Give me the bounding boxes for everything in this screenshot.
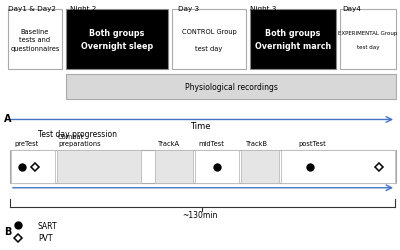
Bar (57, 151, 141, 183)
Text: midTest: midTest (198, 140, 224, 146)
Text: TrackB: TrackB (246, 140, 268, 146)
Text: preTest: preTest (14, 140, 38, 146)
Text: Baseline
tests and
questionnaires: Baseline tests and questionnaires (10, 28, 60, 52)
Text: Both groups
Overnight sleep: Both groups Overnight sleep (81, 29, 153, 51)
Text: Time: Time (190, 122, 210, 131)
Text: Combat
preparations: Combat preparations (58, 133, 101, 146)
Text: ~130min: ~130min (182, 210, 217, 220)
Text: Day4: Day4 (342, 6, 361, 12)
Text: postTest: postTest (298, 140, 326, 146)
Bar (241, 151, 279, 183)
Text: Day 3: Day 3 (178, 6, 199, 12)
Bar (11, 151, 55, 183)
Bar (66, 10, 168, 70)
Bar (250, 10, 336, 70)
Bar (281, 151, 395, 183)
Text: Night 2: Night 2 (70, 6, 96, 12)
Bar (172, 10, 246, 70)
Text: A: A (4, 114, 12, 124)
Text: EXPERIMENTAL Group

test day: EXPERIMENTAL Group test day (338, 30, 398, 50)
Text: Test day progression: Test day progression (38, 130, 117, 139)
Bar (155, 151, 193, 183)
Bar (340, 10, 396, 70)
Text: SART: SART (38, 221, 58, 230)
Bar (8, 10, 62, 70)
Text: PVT: PVT (38, 234, 52, 242)
Text: Both groups
Overnight march: Both groups Overnight march (255, 29, 331, 51)
Text: Physiological recordings: Physiological recordings (184, 83, 278, 92)
Bar (66, 75, 396, 100)
Text: CONTROL Group

test day: CONTROL Group test day (182, 28, 236, 52)
Text: TrackA: TrackA (158, 140, 180, 146)
Text: Day1 & Day2: Day1 & Day2 (8, 6, 56, 12)
Text: Night 3: Night 3 (250, 6, 276, 12)
Bar (195, 151, 239, 183)
Text: B: B (4, 226, 11, 236)
Bar (10, 150, 396, 184)
